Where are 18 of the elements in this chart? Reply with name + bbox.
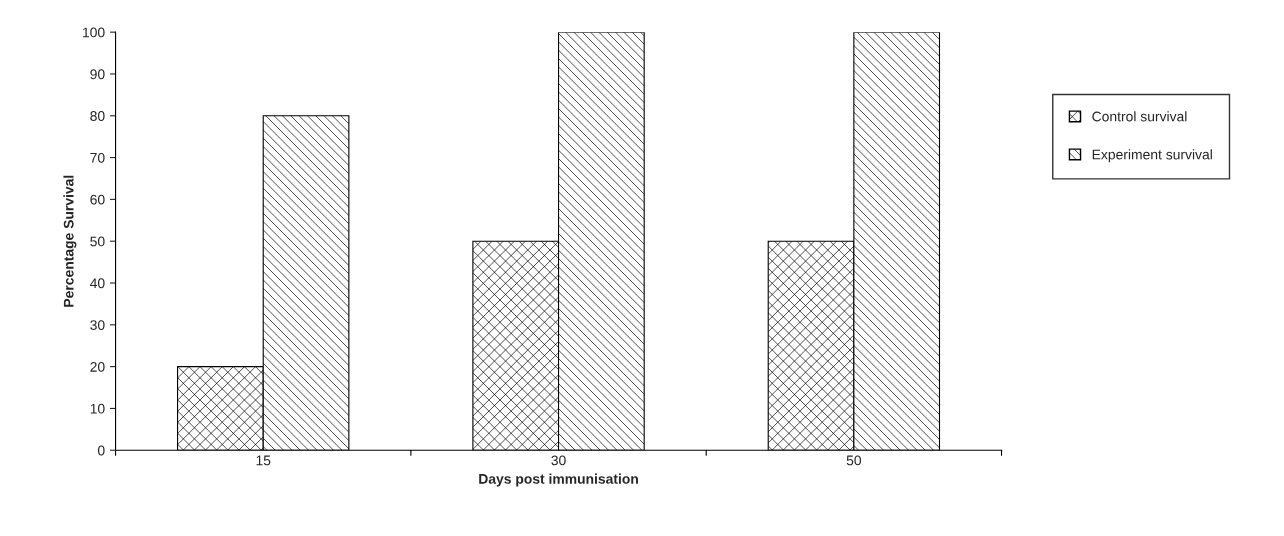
y-tick-label: 40 — [90, 278, 105, 289]
legend-label: Control survival — [1092, 111, 1187, 122]
y-tick-label: 50 — [90, 236, 105, 247]
y-tick-label: 80 — [90, 111, 105, 121]
x-tick-label: 15 — [256, 455, 271, 466]
y-tick-label: 0 — [97, 445, 105, 456]
y-tick-label: 20 — [90, 361, 105, 372]
y-tick-label: 70 — [90, 152, 105, 163]
x-axis-title: Days post immunisation — [479, 473, 638, 487]
y-tick-label: 60 — [90, 194, 105, 205]
y-tick-label: 100 — [83, 27, 105, 38]
y-tick-label: 30 — [90, 320, 105, 330]
y-tick-label: 90 — [90, 69, 105, 80]
x-tick-label: 50 — [846, 455, 862, 466]
x-tick-label: 30 — [551, 455, 566, 466]
y-tick-label: 10 — [90, 403, 105, 414]
legend-label: Experiment survival — [1092, 149, 1212, 163]
y-axis-title: Percentage Survival — [63, 175, 77, 307]
